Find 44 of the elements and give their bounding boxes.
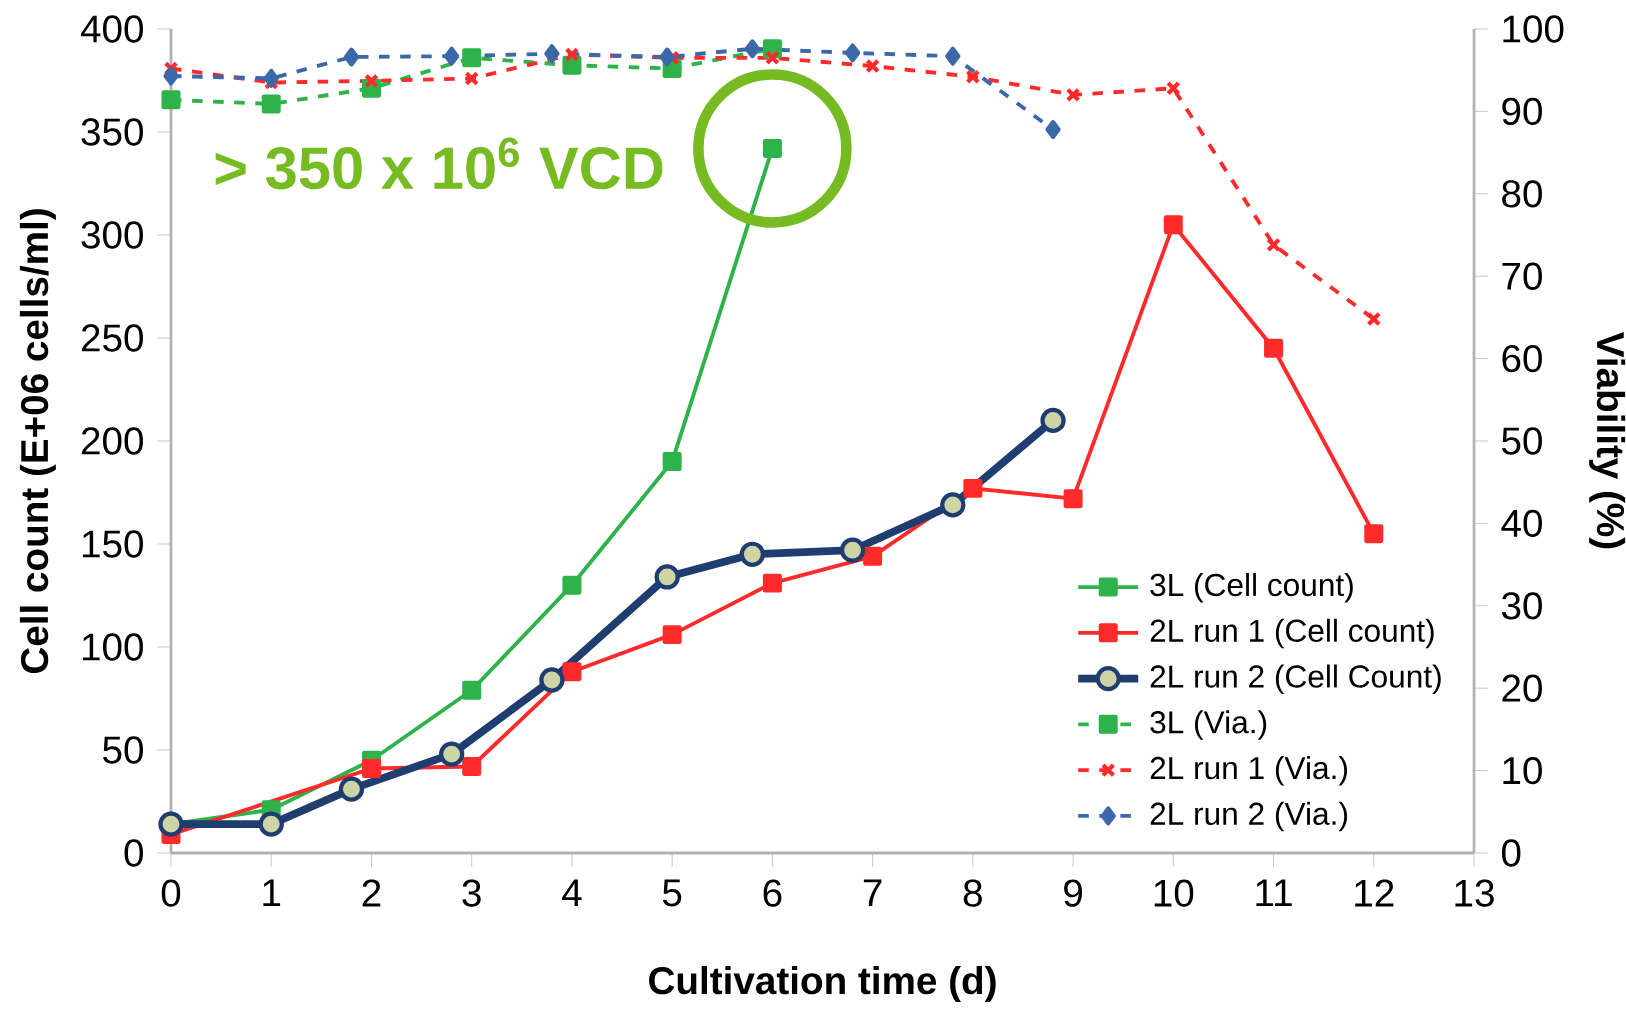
x-tick-label: 1 [263,879,281,907]
y2-tick-label: 40 [1501,509,1542,538]
y2-tick-label: 100 [1503,15,1564,43]
y2-tick-label: 50 [1502,427,1542,455]
x-tick-label: 8 [963,879,982,907]
x-tick-label: 7 [863,879,882,907]
x-tick-label: 2 [362,879,381,907]
y-tick-label: 50 [103,736,143,764]
y2-tick-label: 20 [1502,674,1542,702]
x-tick-label: 0 [161,879,181,907]
y2-tick-label: 70 [1502,262,1542,290]
x-tick-label: 10 [1154,879,1194,907]
y-tick-label: 350 [81,118,143,146]
y-tick-label: 0 [124,839,143,867]
x-tick-label: 6 [763,879,782,907]
x-tick-label: 5 [662,879,682,907]
x-tick-label: 12 [1355,879,1394,907]
legend-label: 2L run 2 (Via.) [1150,801,1348,832]
y-axis-title: Cell count (E+06 cells/ml) [19,209,56,674]
y2-tick-label: 80 [1502,180,1542,208]
y-tick-label: 200 [81,427,143,455]
legend-label: 3L (Via.) [1150,710,1267,740]
annotation: > 350 x 10$^{6}$ VCD [215,137,663,190]
y2-tick-label: 60 [1502,344,1542,373]
legend-label: 3L (Cell count) [1150,572,1353,603]
x-tick-label: 4 [562,879,582,907]
y2-tick-label: 90 [1502,97,1542,126]
x-tick-label: 11 [1256,879,1292,907]
y2-tick-label: 30 [1501,592,1542,620]
y-tick-label: 300 [81,221,143,249]
x-tick-label: 13 [1455,879,1494,907]
y-tick-label: 150 [82,530,143,558]
legend-label: 2L run 1 (Via.) [1150,756,1348,786]
y-tick-label: 250 [81,324,143,352]
y-tick-label: 400 [80,15,143,43]
x-tick-label: 9 [1064,879,1083,907]
x-tick-label: 3 [462,879,481,907]
y2-tick-label: 10 [1503,756,1542,785]
legend-label: 2L run 1 (Cell count) [1150,618,1434,649]
legend-label: 2L run 2 (Cell Count) [1150,664,1441,694]
y-tick-label: 100 [82,633,143,661]
y2-tick-label: 0 [1501,839,1521,867]
x-axis-title: Cultivation time (d) [649,965,996,1002]
y2-axis-title: Viability (%) [1589,332,1626,549]
